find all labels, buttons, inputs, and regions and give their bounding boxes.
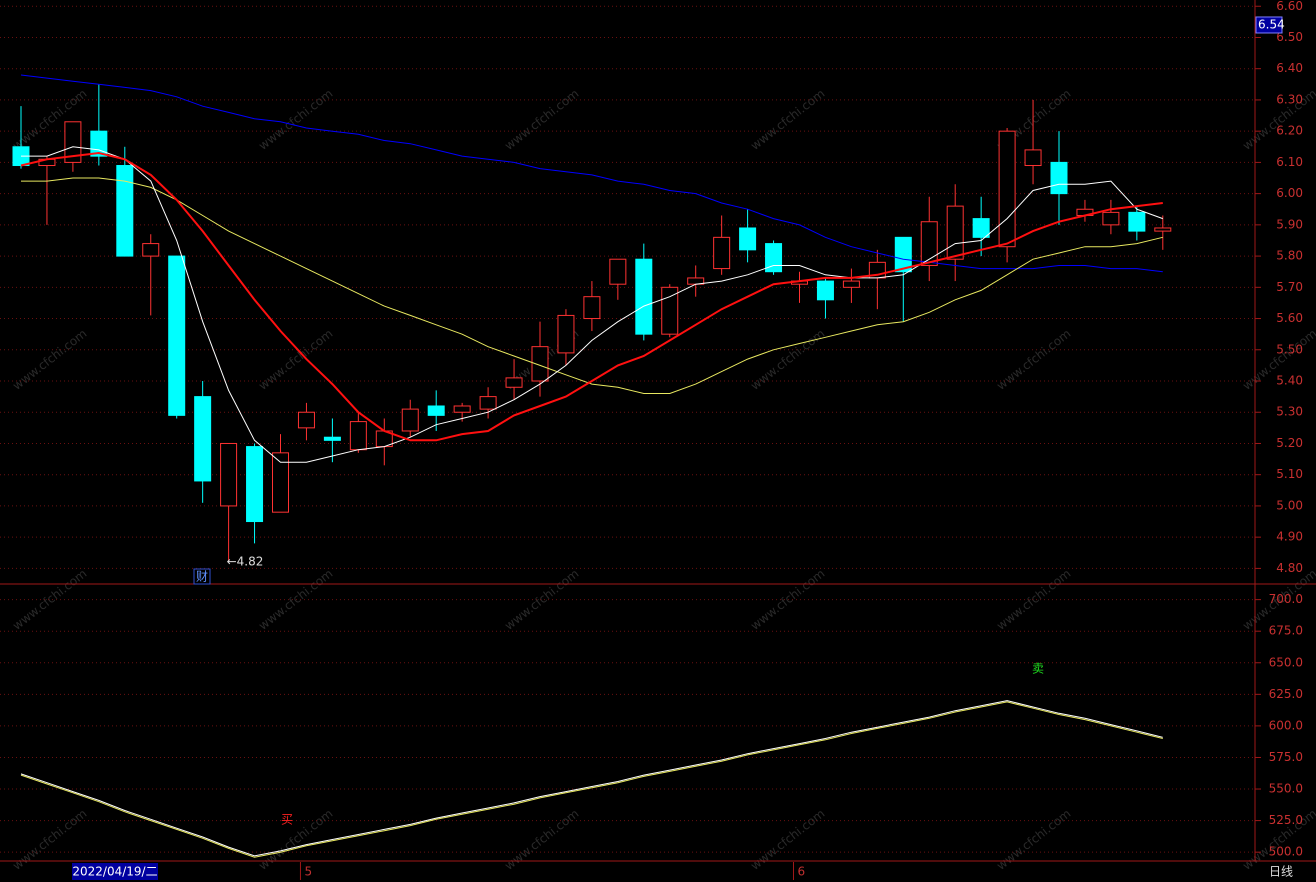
y-tick-label: 625.0: [1269, 687, 1303, 701]
indicator-line: [20, 74, 1163, 273]
y-tick-label: 4.90: [1276, 530, 1303, 544]
y-tick-label: 6.40: [1276, 61, 1303, 75]
y-tick-label: 675.0: [1269, 624, 1303, 638]
candle-body: [583, 296, 601, 320]
cursor-date: 2022/04/19/二: [72, 865, 157, 879]
y-tick-label: 6.50: [1276, 30, 1303, 44]
candle-body: [635, 258, 653, 335]
event-label: 财: [196, 570, 208, 584]
y-tick-label: 5.60: [1276, 311, 1303, 325]
candle-body: [116, 165, 134, 257]
candle-body: [739, 227, 757, 251]
candle-body: [765, 243, 783, 273]
signal-label: 卖: [1032, 662, 1044, 676]
cursor-date-box: [72, 863, 158, 880]
candle-body: [220, 442, 238, 507]
candle-body: [531, 346, 549, 382]
y-tick-label: 5.50: [1276, 342, 1303, 356]
candle-body: [557, 314, 575, 354]
y-tick-label: 5.00: [1276, 498, 1303, 512]
y-tick-label: 6.10: [1276, 155, 1303, 169]
candle-body: [842, 280, 860, 288]
indicator-line: [20, 151, 1163, 442]
y-tick-label: 4.80: [1276, 561, 1303, 575]
candle-body: [427, 405, 445, 416]
candle-body: [1154, 227, 1172, 232]
y-tick-label: 5.80: [1276, 249, 1303, 263]
indicator-line: [20, 701, 1163, 858]
y-tick-label: 600.0: [1269, 718, 1303, 732]
candle-body: [194, 396, 212, 482]
y-tick-label: 6.20: [1276, 124, 1303, 138]
period-label: 日线: [1269, 865, 1293, 879]
indicator-line: [20, 700, 1163, 857]
indicator-line: [21, 146, 1163, 463]
y-tick-label: 5.70: [1276, 280, 1303, 294]
candle-body: [972, 218, 990, 238]
low-annotation: ←4.82: [227, 555, 264, 569]
y-tick-label: 5.10: [1276, 467, 1303, 481]
y-tick-label: 6.30: [1276, 92, 1303, 106]
candle-body: [323, 436, 341, 441]
candle-body: [661, 286, 679, 335]
candle-body: [946, 205, 964, 260]
candle-body: [505, 377, 523, 388]
y-tick-label: 6.00: [1276, 186, 1303, 200]
y-tick-label: 5.20: [1276, 436, 1303, 450]
x-tick-label: 6: [798, 865, 806, 879]
y-tick-label: 650.0: [1269, 655, 1303, 669]
last-price-box: [1255, 16, 1283, 34]
y-tick-label: 5.30: [1276, 405, 1303, 419]
candle-body: [142, 243, 160, 257]
candle-body: [998, 130, 1016, 248]
x-tick-label: 5: [304, 865, 312, 879]
candle-body: [479, 396, 497, 410]
y-tick-label: 5.40: [1276, 374, 1303, 388]
candle-body: [168, 255, 186, 416]
candle-body: [246, 446, 264, 523]
candle-body: [894, 236, 912, 273]
candle-body: [1050, 161, 1068, 195]
indicator-line: [21, 177, 1163, 394]
candle-body: [64, 121, 82, 163]
y-tick-label: 700.0: [1269, 592, 1303, 606]
signal-label: 买: [281, 813, 293, 827]
last-price: 6.54: [1258, 17, 1285, 31]
event-box: [193, 568, 211, 585]
candle-body: [297, 411, 315, 429]
y-tick-label: 575.0: [1269, 750, 1303, 764]
candle-body: [713, 236, 731, 270]
y-tick-label: 5.90: [1276, 217, 1303, 231]
candle-body: [609, 258, 627, 285]
y-tick-label: 525.0: [1269, 813, 1303, 827]
candle-body: [272, 452, 289, 513]
candle-body: [401, 408, 419, 432]
y-tick-label: 6.60: [1276, 0, 1303, 13]
y-tick-label: 550.0: [1269, 782, 1303, 796]
candle-body: [816, 280, 834, 301]
candle-body: [349, 421, 367, 451]
y-tick-label: 500.0: [1269, 845, 1303, 859]
candle-body: [1024, 149, 1042, 167]
candle-body: [453, 405, 471, 413]
candle-body: [1102, 211, 1120, 226]
candle-body: [1128, 211, 1146, 232]
candle-body: [920, 221, 938, 266]
